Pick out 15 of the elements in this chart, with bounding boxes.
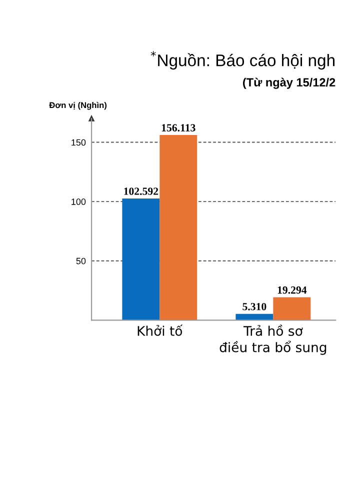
y-tick-label: 150 (72, 139, 86, 146)
data-label: 19.294 (278, 286, 307, 294)
chart-title: $^{*}$Nguồn: Báo cáo hội ngh (150, 51, 334, 70)
bar (160, 135, 198, 320)
chart-subtitle: (Từ ngày 15/12/2 (243, 78, 336, 89)
bar (273, 297, 311, 320)
data-label: 156.113 (162, 124, 196, 132)
data-label: 5.310 (242, 302, 266, 310)
y-axis-title: Đơn vị (Nghìn) (49, 102, 107, 110)
y-tick-label: 50 (76, 258, 86, 264)
bar (122, 198, 160, 320)
data-label: 102.592 (124, 188, 158, 195)
x-tick-label: Trả hồ sơ điều tra bổ sung (220, 324, 326, 355)
x-tick-label: Khởi tố (138, 324, 183, 336)
y-tick-label: 100 (72, 198, 86, 205)
